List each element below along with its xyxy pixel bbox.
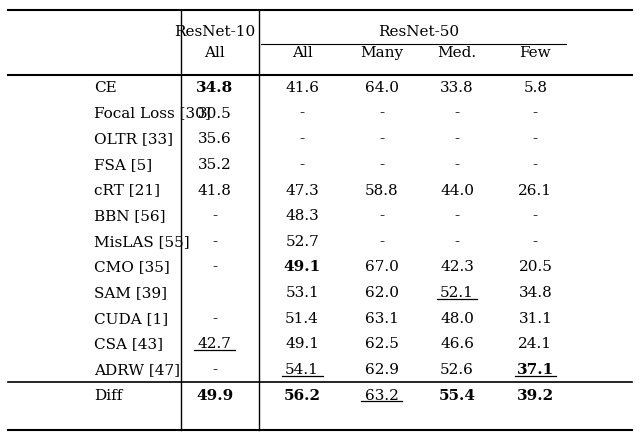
Text: 62.5: 62.5 xyxy=(365,337,399,351)
Text: ResNet-50: ResNet-50 xyxy=(378,25,460,39)
Text: -: - xyxy=(454,158,460,172)
Text: -: - xyxy=(454,132,460,146)
Text: 47.3: 47.3 xyxy=(285,184,319,198)
Text: MisLAS [55]: MisLAS [55] xyxy=(94,235,189,249)
Text: -: - xyxy=(380,132,385,146)
Text: 26.1: 26.1 xyxy=(518,184,552,198)
Text: -: - xyxy=(380,209,385,223)
Text: 34.8: 34.8 xyxy=(196,81,234,95)
Text: CUDA [1]: CUDA [1] xyxy=(94,312,168,326)
Text: CE: CE xyxy=(94,81,116,95)
Text: Few: Few xyxy=(520,46,551,60)
Text: -: - xyxy=(454,106,460,120)
Text: -: - xyxy=(533,235,538,249)
Text: 56.2: 56.2 xyxy=(284,389,321,403)
Text: -: - xyxy=(212,209,218,223)
Text: 34.8: 34.8 xyxy=(518,286,552,300)
Text: SAM [39]: SAM [39] xyxy=(94,286,167,300)
Text: 63.1: 63.1 xyxy=(365,312,399,326)
Text: All: All xyxy=(292,46,312,60)
Text: All: All xyxy=(205,46,225,60)
Text: 35.2: 35.2 xyxy=(198,158,232,172)
Text: 5.8: 5.8 xyxy=(524,81,547,95)
Text: 42.7: 42.7 xyxy=(198,337,232,351)
Text: -: - xyxy=(380,235,385,249)
Text: 49.9: 49.9 xyxy=(196,389,234,403)
Text: 44.0: 44.0 xyxy=(440,184,474,198)
Text: 39.2: 39.2 xyxy=(517,389,554,403)
Text: -: - xyxy=(212,312,218,326)
Text: 49.1: 49.1 xyxy=(285,337,319,351)
Text: -: - xyxy=(212,235,218,249)
Text: 62.9: 62.9 xyxy=(365,363,399,377)
Text: 52.6: 52.6 xyxy=(440,363,474,377)
Text: 33.8: 33.8 xyxy=(440,81,474,95)
Text: Many: Many xyxy=(360,46,403,60)
Text: 55.4: 55.4 xyxy=(438,389,476,403)
Text: 63.2: 63.2 xyxy=(365,389,399,403)
Text: 30.5: 30.5 xyxy=(198,106,232,120)
Text: FSA [5]: FSA [5] xyxy=(94,158,152,172)
Text: 53.1: 53.1 xyxy=(285,286,319,300)
Text: 46.6: 46.6 xyxy=(440,337,474,351)
Text: -: - xyxy=(533,132,538,146)
Text: 54.1: 54.1 xyxy=(285,363,319,377)
Text: -: - xyxy=(454,235,460,249)
Text: OLTR [33]: OLTR [33] xyxy=(94,132,173,146)
Text: 64.0: 64.0 xyxy=(365,81,399,95)
Text: 62.0: 62.0 xyxy=(365,286,399,300)
Text: -: - xyxy=(380,158,385,172)
Text: 48.3: 48.3 xyxy=(285,209,319,223)
Text: 20.5: 20.5 xyxy=(518,260,552,275)
Text: 49.1: 49.1 xyxy=(284,260,321,275)
Text: 41.8: 41.8 xyxy=(198,184,232,198)
Text: ADRW [47]: ADRW [47] xyxy=(94,363,180,377)
Text: Diff: Diff xyxy=(94,389,122,403)
Text: -: - xyxy=(454,209,460,223)
Text: Med.: Med. xyxy=(438,46,477,60)
Text: -: - xyxy=(533,158,538,172)
Text: -: - xyxy=(300,158,305,172)
Text: 52.7: 52.7 xyxy=(285,235,319,249)
Text: -: - xyxy=(533,209,538,223)
Text: ResNet-10: ResNet-10 xyxy=(174,25,255,39)
Text: 35.6: 35.6 xyxy=(198,132,232,146)
Text: 24.1: 24.1 xyxy=(518,337,552,351)
Text: 51.4: 51.4 xyxy=(285,312,319,326)
Text: 42.3: 42.3 xyxy=(440,260,474,275)
Text: CSA [43]: CSA [43] xyxy=(94,337,163,351)
Text: 52.1: 52.1 xyxy=(440,286,474,300)
Text: -: - xyxy=(380,106,385,120)
Text: -: - xyxy=(212,363,218,377)
Text: 31.1: 31.1 xyxy=(518,312,552,326)
Text: -: - xyxy=(533,106,538,120)
Text: -: - xyxy=(212,260,218,275)
Text: 67.0: 67.0 xyxy=(365,260,399,275)
Text: 58.8: 58.8 xyxy=(365,184,399,198)
Text: BBN [56]: BBN [56] xyxy=(94,209,165,223)
Text: cRT [21]: cRT [21] xyxy=(94,184,160,198)
Text: 37.1: 37.1 xyxy=(516,363,554,377)
Text: Focal Loss [30]: Focal Loss [30] xyxy=(94,106,211,120)
Text: -: - xyxy=(300,106,305,120)
Text: -: - xyxy=(300,132,305,146)
Text: 41.6: 41.6 xyxy=(285,81,319,95)
Text: 48.0: 48.0 xyxy=(440,312,474,326)
Text: CMO [35]: CMO [35] xyxy=(94,260,170,275)
